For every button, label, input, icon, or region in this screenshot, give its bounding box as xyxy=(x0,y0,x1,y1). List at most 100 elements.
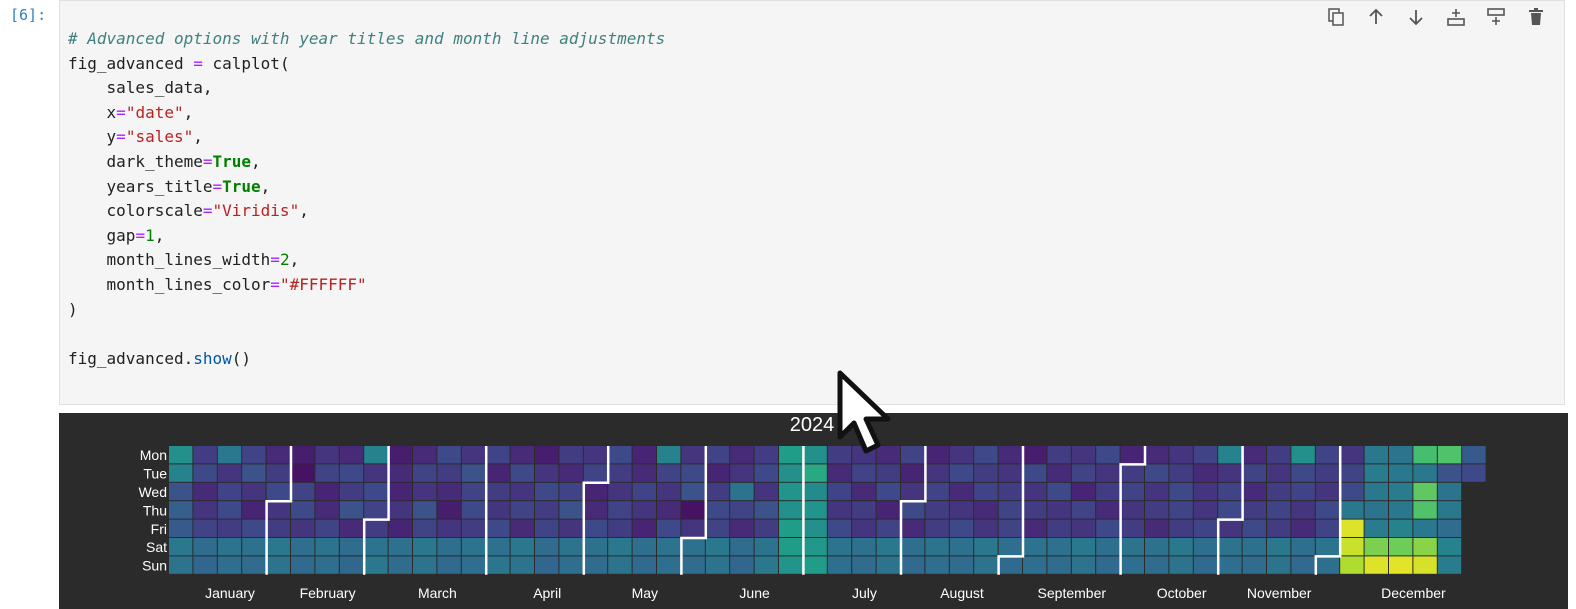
day-cell[interactable] xyxy=(1242,538,1266,556)
day-cell[interactable] xyxy=(1413,556,1437,574)
day-cell[interactable] xyxy=(681,501,705,519)
day-cell[interactable] xyxy=(949,464,974,482)
day-cell[interactable] xyxy=(1023,501,1047,519)
day-cell[interactable] xyxy=(1340,464,1364,482)
day-cell[interactable] xyxy=(730,446,754,464)
day-cell[interactable] xyxy=(461,464,486,482)
day-cell[interactable] xyxy=(1145,501,1169,519)
day-cell[interactable] xyxy=(1340,538,1364,556)
day-cell[interactable] xyxy=(925,482,949,501)
day-cell[interactable] xyxy=(1267,519,1291,537)
day-cell[interactable] xyxy=(1120,464,1144,482)
day-cell[interactable] xyxy=(339,482,364,501)
day-cell[interactable] xyxy=(681,482,705,501)
day-cell[interactable] xyxy=(1413,538,1437,556)
day-cell[interactable] xyxy=(1413,446,1437,464)
day-cell[interactable] xyxy=(217,501,242,519)
day-cell[interactable] xyxy=(1462,464,1486,482)
day-cell[interactable] xyxy=(730,538,754,556)
day-cell[interactable] xyxy=(461,538,486,556)
day-cell[interactable] xyxy=(1071,556,1096,574)
day-cell[interactable] xyxy=(583,446,608,464)
day-cell[interactable] xyxy=(1169,538,1193,556)
day-cell[interactable] xyxy=(852,556,876,574)
day-cell[interactable] xyxy=(754,446,778,464)
day-cell[interactable] xyxy=(217,482,242,501)
day-cell[interactable] xyxy=(461,556,486,574)
day-cell[interactable] xyxy=(535,464,559,482)
day-cell[interactable] xyxy=(486,556,510,574)
day-cell[interactable] xyxy=(315,519,339,537)
day-cell[interactable] xyxy=(583,556,608,574)
day-cell[interactable] xyxy=(1120,556,1144,574)
day-cell[interactable] xyxy=(291,519,315,537)
day-cell[interactable] xyxy=(803,482,827,501)
day-cell[interactable] xyxy=(827,538,852,556)
day-cell[interactable] xyxy=(169,482,193,501)
day-cell[interactable] xyxy=(1120,446,1144,464)
day-cell[interactable] xyxy=(510,519,534,537)
day-cell[interactable] xyxy=(388,446,412,464)
day-cell[interactable] xyxy=(364,464,388,482)
day-cell[interactable] xyxy=(1389,538,1413,556)
day-cell[interactable] xyxy=(998,556,1022,574)
day-cell[interactable] xyxy=(193,464,217,482)
day-cell[interactable] xyxy=(974,538,998,556)
day-cell[interactable] xyxy=(705,519,730,537)
day-cell[interactable] xyxy=(1145,538,1169,556)
day-cell[interactable] xyxy=(876,501,900,519)
day-cell[interactable] xyxy=(705,446,730,464)
day-cell[interactable] xyxy=(657,464,681,482)
day-cell[interactable] xyxy=(901,464,925,482)
day-cell[interactable] xyxy=(949,519,974,537)
day-cell[interactable] xyxy=(510,482,534,501)
day-cell[interactable] xyxy=(1267,538,1291,556)
day-cell[interactable] xyxy=(779,556,803,574)
day-cell[interactable] xyxy=(535,501,559,519)
day-cell[interactable] xyxy=(1145,464,1169,482)
day-cell[interactable] xyxy=(583,538,608,556)
day-cell[interactable] xyxy=(364,446,388,464)
day-cell[interactable] xyxy=(974,556,998,574)
day-cell[interactable] xyxy=(583,482,608,501)
day-cell[interactable] xyxy=(754,501,778,519)
day-cell[interactable] xyxy=(242,482,266,501)
day-cell[interactable] xyxy=(413,446,437,464)
day-cell[interactable] xyxy=(730,556,754,574)
day-cell[interactable] xyxy=(437,501,461,519)
day-cell[interactable] xyxy=(486,519,510,537)
day-cell[interactable] xyxy=(217,519,242,537)
day-cell[interactable] xyxy=(437,446,461,464)
day-cell[interactable] xyxy=(876,482,900,501)
day-cell[interactable] xyxy=(1047,501,1071,519)
delete-cell-button[interactable] xyxy=(1522,5,1550,29)
day-cell[interactable] xyxy=(1193,556,1218,574)
day-cell[interactable] xyxy=(1071,519,1096,537)
day-cell[interactable] xyxy=(1291,446,1315,464)
day-cell[interactable] xyxy=(608,446,632,464)
day-cell[interactable] xyxy=(1071,538,1096,556)
day-cell[interactable] xyxy=(1120,519,1144,537)
day-cell[interactable] xyxy=(632,556,656,574)
day-cell[interactable] xyxy=(169,519,193,537)
day-cell[interactable] xyxy=(1023,446,1047,464)
day-cell[interactable] xyxy=(1291,482,1315,501)
day-cell[interactable] xyxy=(901,519,925,537)
day-cell[interactable] xyxy=(1267,482,1291,501)
day-cell[interactable] xyxy=(1218,464,1242,482)
day-cell[interactable] xyxy=(486,464,510,482)
duplicate-cell-button[interactable] xyxy=(1322,5,1350,29)
day-cell[interactable] xyxy=(364,501,388,519)
day-cell[interactable] xyxy=(1364,538,1388,556)
day-cell[interactable] xyxy=(754,538,778,556)
day-cell[interactable] xyxy=(266,446,290,464)
day-cell[interactable] xyxy=(388,482,412,501)
day-cell[interactable] xyxy=(388,464,412,482)
day-cell[interactable] xyxy=(681,519,705,537)
day-cell[interactable] xyxy=(1291,556,1315,574)
day-cell[interactable] xyxy=(657,519,681,537)
day-cell[interactable] xyxy=(1413,482,1437,501)
day-cell[interactable] xyxy=(852,519,876,537)
day-cell[interactable] xyxy=(1047,446,1071,464)
day-cell[interactable] xyxy=(949,556,974,574)
